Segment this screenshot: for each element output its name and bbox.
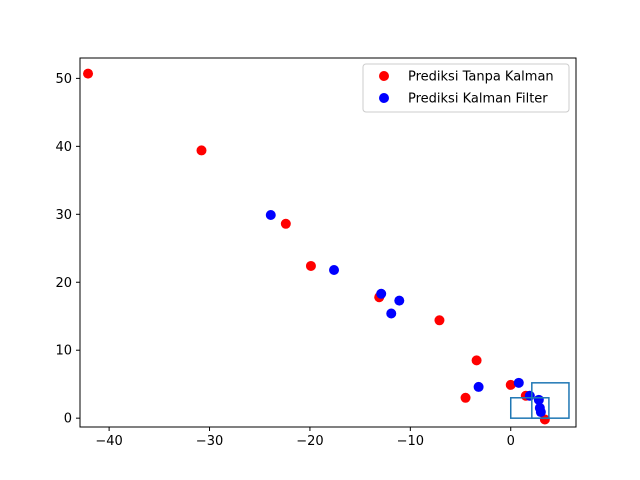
data-point-tanpa-kalman-0 — [83, 68, 94, 79]
data-point-kalman-filter-5 — [473, 381, 484, 392]
x-tick-label-1: −30 — [196, 434, 223, 449]
data-point-tanpa-kalman-10 — [539, 414, 550, 425]
y-tick-label-1: 10 — [55, 344, 72, 359]
axes-frame — [79, 57, 577, 428]
data-point-tanpa-kalman-1 — [196, 145, 207, 156]
data-point-kalman-filter-1 — [329, 265, 340, 276]
data-point-tanpa-kalman-5 — [434, 315, 445, 326]
legend: Prediksi Tanpa Kalman Prediksi Kalman Fi… — [362, 63, 570, 113]
data-point-kalman-filter-7 — [524, 390, 535, 401]
x-tick-label-2: −20 — [296, 434, 323, 449]
data-point-kalman-filter-10 — [535, 407, 546, 418]
x-tick-label-3: −10 — [397, 434, 424, 449]
highlight-rectangle-0 — [509, 397, 550, 419]
y-tick-label-5: 50 — [55, 72, 72, 87]
data-point-tanpa-kalman-8 — [460, 392, 471, 403]
data-point-kalman-filter-6 — [513, 377, 524, 388]
highlight-rectangle-1 — [531, 382, 570, 419]
plot-area — [83, 68, 570, 425]
data-point-kalman-filter-4 — [386, 308, 397, 319]
data-point-kalman-filter-3 — [394, 295, 405, 306]
x-axis: −40 −30 −20 −10 0 — [95, 427, 515, 449]
legend-label-kalman-filter: Prediksi Kalman Filter — [408, 92, 548, 107]
legend-box — [362, 63, 570, 113]
data-point-kalman-filter-0 — [265, 209, 276, 220]
y-tick-label-0: 0 — [64, 412, 72, 427]
y-tick-label-4: 40 — [55, 140, 72, 155]
data-point-tanpa-kalman-2 — [280, 218, 291, 229]
legend-marker-tanpa-kalman — [379, 71, 389, 81]
x-tick-label-0: −40 — [95, 434, 122, 449]
data-point-kalman-filter-2 — [376, 288, 387, 299]
data-point-tanpa-kalman-6 — [471, 355, 482, 366]
y-tick-label-3: 30 — [55, 208, 72, 223]
legend-marker-kalman-filter — [379, 93, 389, 103]
axes-spines — [79, 57, 577, 428]
y-axis: 0 10 20 30 40 50 — [55, 72, 80, 427]
x-tick-label-4: 0 — [507, 434, 515, 449]
y-tick-label-2: 20 — [55, 276, 72, 291]
legend-label-tanpa-kalman: Prediksi Tanpa Kalman — [408, 70, 554, 85]
data-point-tanpa-kalman-7 — [505, 379, 516, 390]
data-point-tanpa-kalman-3 — [305, 260, 316, 271]
